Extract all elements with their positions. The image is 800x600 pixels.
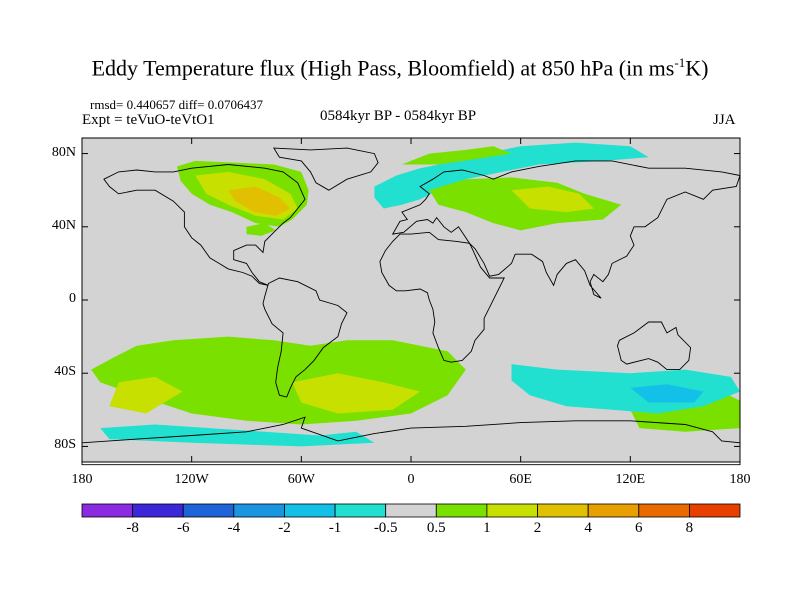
lon-label: 120E <box>615 472 646 487</box>
lat-label: 40N <box>51 217 76 233</box>
lat-label: 80N <box>51 144 76 160</box>
colorbar-swatch <box>638 503 690 518</box>
anomaly-region <box>374 142 649 209</box>
anomaly-region <box>246 223 276 236</box>
coastline <box>81 416 741 466</box>
colorbar-swatch <box>537 503 589 518</box>
stats-text: rmsd= 0.440657 diff= 0.0706437 <box>90 97 263 112</box>
colorbar-swatch <box>81 503 133 518</box>
colorbar-label: -2 <box>278 520 291 536</box>
lon-label: 180 <box>71 472 93 487</box>
title-superscript: -1 <box>674 55 686 70</box>
lon-label: 60E <box>509 472 532 487</box>
colorbar-label: 0.5 <box>426 520 446 536</box>
colorbar-label: -1 <box>328 520 342 536</box>
anomaly-region <box>109 376 183 414</box>
lat-label: 80S <box>54 437 76 453</box>
title-main: Eddy Temperature flux (High Pass, Bloomf… <box>91 55 675 81</box>
colorbar-swatch <box>435 503 488 518</box>
lat-label: 0 <box>69 291 76 306</box>
colorbar-swatch <box>334 503 387 518</box>
title-tail: K) <box>685 55 709 81</box>
anomaly-region <box>511 186 594 213</box>
coastline <box>391 160 741 299</box>
colorbar-label: -4 <box>227 520 241 536</box>
colorbar-label: 1 <box>483 520 491 536</box>
colorbar <box>81 503 741 518</box>
colorbar-label: -0.5 <box>373 520 398 536</box>
colorbar-swatch <box>689 503 741 518</box>
coastline <box>262 277 348 398</box>
colorbar-swatch <box>182 503 235 518</box>
colorbar-label: -6 <box>176 520 190 536</box>
colorbar-swatch <box>284 503 336 518</box>
anomaly-region <box>100 424 375 447</box>
anomaly-region <box>630 384 704 403</box>
colorbar-swatch <box>132 503 184 518</box>
colorbar-label: 2 <box>533 520 542 536</box>
anomaly-region <box>292 373 421 414</box>
lon-label: 0 <box>407 472 415 487</box>
colorbar-swatch <box>385 503 437 518</box>
colorbar-swatch <box>233 503 285 518</box>
period-label: 0584kyr BP - 0584kyr BP <box>320 108 477 124</box>
world-map <box>81 137 741 466</box>
season-label: JJA <box>713 112 736 128</box>
lon-label: 60W <box>287 472 315 487</box>
colorbar-swatch <box>486 503 538 518</box>
colorbar-label: 8 <box>685 520 694 536</box>
coastline <box>103 164 306 286</box>
lon-label: 180 <box>729 472 751 487</box>
coastline <box>273 147 379 191</box>
colorbar-label: 6 <box>635 520 643 536</box>
colorbar-label: 4 <box>584 520 592 536</box>
anomaly-region <box>228 186 291 216</box>
chart-title: Eddy Temperature flux (High Pass, Bloomf… <box>0 55 800 81</box>
colorbar-swatch <box>587 503 640 518</box>
coastline <box>617 321 692 371</box>
anomaly-region <box>401 146 512 165</box>
lat-label: 40S <box>54 364 76 380</box>
experiment-label: Expt = teVuO-teVtO1 <box>82 112 215 128</box>
colorbar-label: -8 <box>126 520 139 536</box>
lon-label: 120W <box>174 472 209 487</box>
coastline <box>379 231 505 363</box>
